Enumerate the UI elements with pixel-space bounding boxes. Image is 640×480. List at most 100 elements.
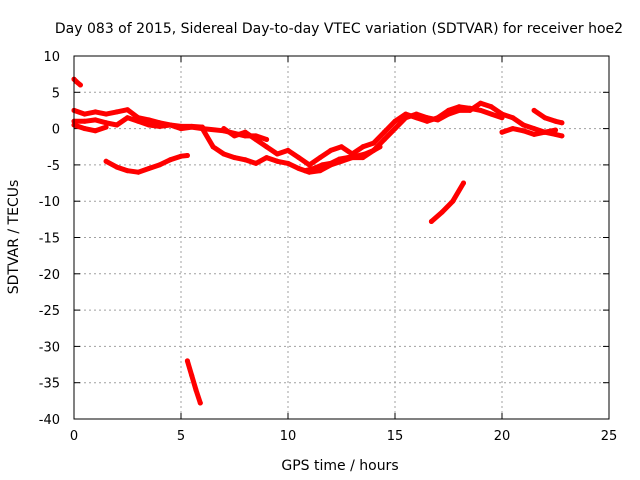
data-point	[167, 122, 173, 128]
series-line-arc-4	[71, 122, 109, 134]
data-point	[488, 111, 494, 117]
x-tick-label: 0	[70, 429, 78, 444]
data-point	[435, 115, 441, 121]
series-line-arc-12	[184, 358, 203, 406]
data-point	[167, 157, 173, 163]
data-point	[264, 144, 270, 150]
data-point	[103, 120, 109, 126]
data-point	[362, 151, 368, 157]
data-point	[146, 122, 152, 128]
y-tick-label: -15	[39, 232, 60, 247]
data-point	[82, 126, 88, 132]
data-point	[317, 155, 323, 161]
data-point	[381, 129, 387, 135]
x-tick-label: 5	[177, 429, 185, 444]
data-point	[193, 387, 199, 393]
y-tick-label: -35	[39, 377, 60, 392]
data-point	[461, 180, 466, 186]
data-point	[146, 117, 152, 123]
data-point	[242, 129, 248, 135]
data-point	[189, 372, 195, 378]
data-point	[135, 118, 141, 124]
data-point	[467, 105, 473, 111]
data-point	[403, 111, 409, 117]
data-point	[125, 168, 130, 174]
data-point	[157, 123, 163, 129]
data-point	[77, 82, 83, 88]
chart-title: Day 083 of 2015, Sidereal Day-to-day VTE…	[55, 21, 623, 37]
data-point	[302, 168, 308, 174]
data-point	[392, 118, 398, 124]
data-point	[232, 155, 237, 161]
data-point	[103, 124, 109, 130]
data-point	[553, 127, 558, 133]
data-point	[264, 137, 270, 142]
data-point	[197, 400, 203, 406]
y-tick-label: 5	[52, 86, 60, 101]
data-point	[296, 166, 302, 171]
data-point	[520, 128, 526, 134]
data-point	[488, 104, 494, 110]
data-point	[371, 140, 377, 146]
data-point	[82, 111, 88, 117]
data-point	[210, 144, 216, 150]
data-point	[531, 126, 537, 132]
data-point	[114, 122, 120, 128]
series-line-arc-10	[531, 107, 565, 126]
data-point	[114, 164, 120, 170]
data-point	[381, 137, 387, 142]
data-point	[328, 147, 334, 153]
data-point	[520, 122, 526, 128]
y-tick-label: -5	[47, 159, 60, 174]
data-point	[92, 128, 98, 134]
data-point	[178, 153, 184, 159]
data-point	[499, 129, 505, 135]
data-point	[317, 168, 323, 174]
data-point	[184, 153, 190, 158]
x-tick-label: 10	[280, 429, 297, 444]
data-point	[146, 166, 152, 171]
data-point	[424, 118, 430, 124]
data-point	[336, 156, 342, 162]
data-point	[510, 115, 516, 121]
data-point	[82, 118, 88, 124]
data-point	[456, 104, 462, 110]
data-point	[311, 166, 317, 171]
data-point	[354, 153, 359, 159]
data-point	[559, 133, 565, 139]
data-point	[189, 124, 195, 130]
data-point	[125, 107, 130, 113]
data-point	[450, 198, 456, 204]
x-axis-label: GPS time / hours	[281, 458, 398, 474]
data-point	[253, 137, 259, 142]
data-series	[71, 76, 565, 406]
data-point	[328, 160, 334, 166]
data-point	[510, 126, 516, 132]
data-point	[199, 126, 205, 132]
data-point	[114, 109, 120, 115]
data-point	[157, 162, 163, 168]
data-point	[542, 129, 548, 135]
y-tick-label: -40	[39, 413, 60, 428]
data-point	[377, 144, 383, 150]
data-point	[553, 118, 558, 124]
data-point	[232, 133, 237, 139]
data-point	[274, 158, 280, 164]
data-point	[92, 117, 98, 123]
data-point	[221, 126, 227, 132]
data-point	[178, 126, 184, 132]
data-point	[73, 78, 79, 84]
y-tick-label: -25	[39, 304, 60, 319]
data-point	[103, 111, 109, 117]
data-point	[103, 158, 109, 164]
x-tick-label: 25	[601, 429, 618, 444]
data-point	[499, 115, 505, 121]
y-tick-label: 0	[52, 123, 60, 138]
data-point	[553, 131, 558, 137]
x-tick-label: 15	[387, 429, 404, 444]
data-point	[392, 126, 398, 132]
data-point	[542, 115, 548, 121]
data-point	[125, 115, 130, 121]
